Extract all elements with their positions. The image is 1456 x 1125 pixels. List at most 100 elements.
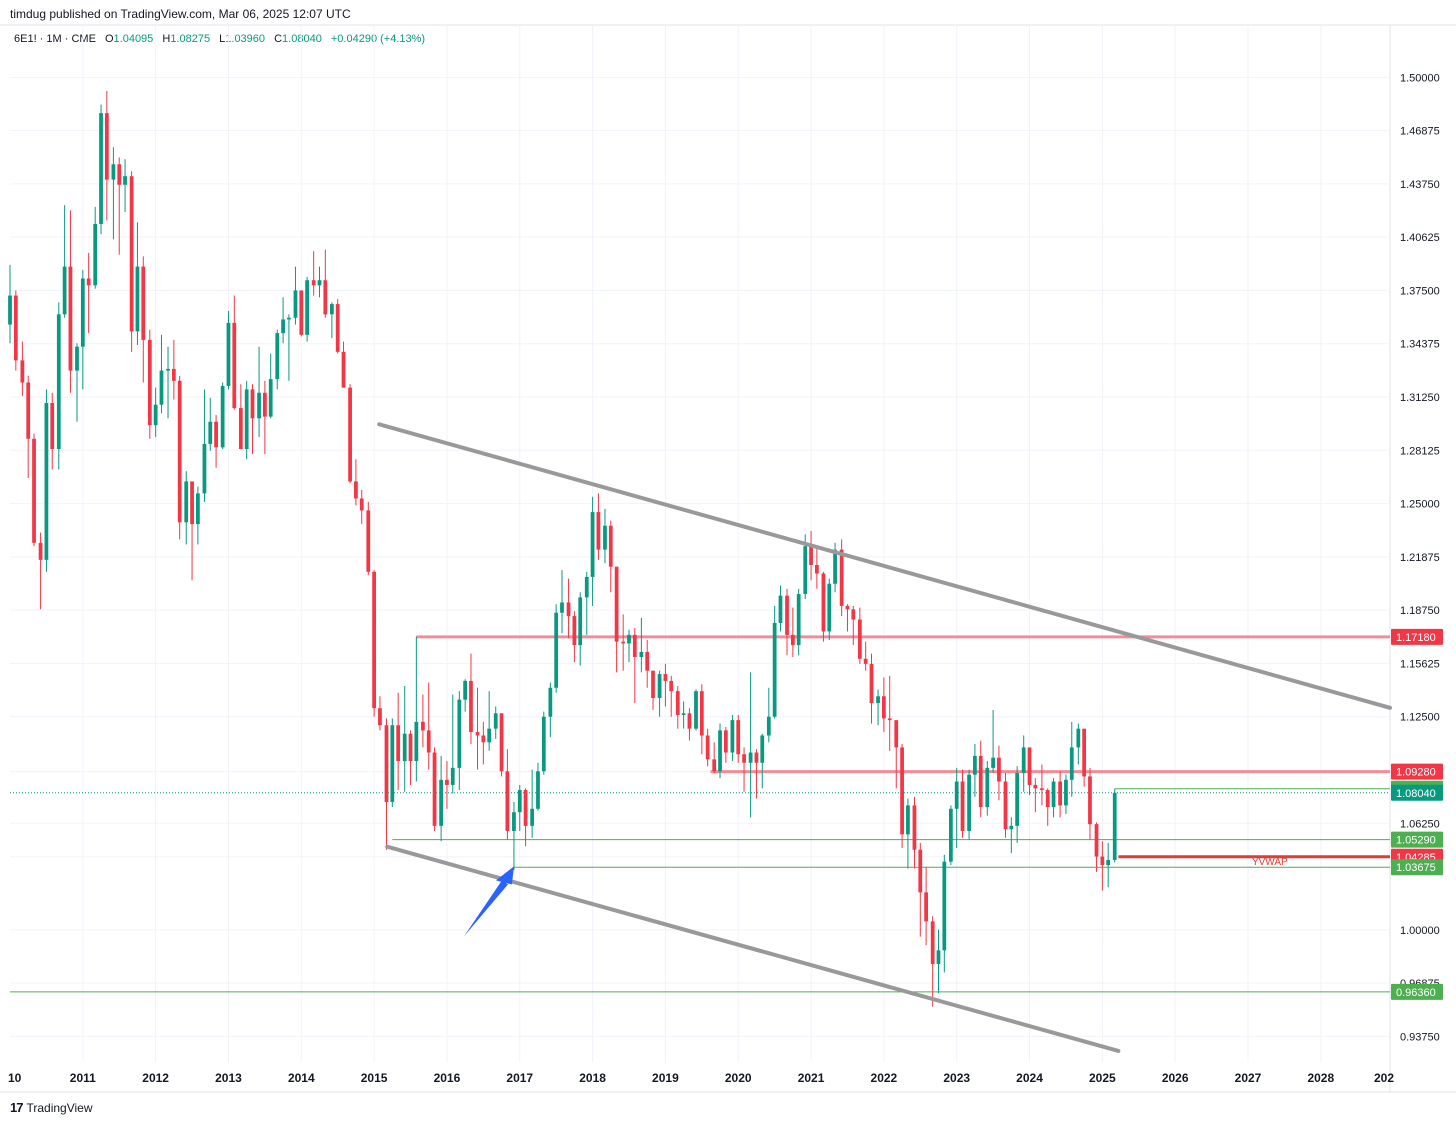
candle-body (414, 721, 419, 762)
candle-body (214, 421, 218, 448)
candle-body (627, 634, 631, 644)
candle-body (129, 176, 134, 332)
candle-body (299, 290, 304, 335)
text-annotations: YVWAP (1252, 857, 1288, 868)
candle-body (505, 771, 510, 831)
candle-body (275, 333, 280, 380)
candle-body (487, 728, 492, 743)
tv-logo-text: TradingView (26, 1100, 93, 1115)
candle-body (348, 387, 352, 482)
candle-body (469, 680, 473, 733)
candle-body (978, 755, 983, 808)
candle-body (554, 612, 559, 688)
candle-body (50, 402, 55, 450)
candle-body (62, 266, 67, 315)
candle-body (523, 790, 528, 826)
arrow-head-icon (495, 866, 514, 885)
candle-body (457, 699, 462, 768)
y-tick-label: 1.31250 (1400, 392, 1440, 404)
candle-body (560, 602, 564, 613)
candle-body (857, 619, 862, 659)
candle-body (712, 759, 717, 772)
gridlines (0, 24, 1456, 1093)
candle-body (202, 443, 207, 494)
candle-body (572, 616, 577, 646)
y-tick-label: 1.50000 (1400, 72, 1440, 84)
x-tick-label: 2028 (1307, 1071, 1334, 1085)
candle-body (796, 593, 801, 646)
candle-body (705, 735, 710, 760)
candle-body (997, 757, 1001, 782)
candle-body (694, 691, 698, 729)
candle-body (493, 713, 498, 729)
y-tick-label: 0.93750 (1400, 1031, 1440, 1043)
open-key: O (104, 33, 114, 45)
symbol-label[interactable]: 6E1! · 1M · CME (14, 33, 96, 45)
candle-body (190, 481, 194, 525)
y-tick-label: 1.12500 (1400, 712, 1440, 724)
candle-body (881, 696, 886, 719)
candle-body (1112, 792, 1117, 860)
candle-body (754, 752, 759, 763)
channel-line (377, 422, 1392, 710)
candle-body (699, 691, 704, 736)
price-tag-label: 0.96360 (1396, 987, 1436, 999)
candle-body (171, 368, 176, 381)
candle-body (1027, 747, 1032, 785)
candle-body (894, 720, 899, 748)
candle-body (1064, 779, 1068, 806)
candle-body (8, 295, 12, 325)
candle-body (305, 280, 309, 335)
candle-body (396, 725, 401, 762)
candle-body (147, 339, 152, 426)
candle-body (900, 747, 904, 835)
candle-body (1076, 728, 1081, 748)
x-tick-label: 2017 (506, 1071, 533, 1085)
candle-body (26, 382, 31, 439)
candle-body (384, 725, 389, 802)
publish-info: timdug published on TradingView.com, Mar… (10, 7, 351, 21)
x-tick-label: 2023 (943, 1071, 970, 1085)
candle-body (38, 542, 43, 560)
high-key: H (162, 33, 171, 45)
candle-body (851, 609, 856, 620)
candle-body (790, 634, 795, 646)
change-value: +0.04290 (+4.13%) (330, 33, 426, 45)
x-tick-label: 2016 (434, 1071, 461, 1085)
candle-body (335, 304, 340, 352)
candle-body (250, 389, 255, 419)
tradingview-logo[interactable]: 17 TradingView (10, 1100, 93, 1115)
candle-body (730, 720, 735, 753)
candle-body (196, 493, 200, 525)
candle-body (614, 566, 619, 642)
candle-body (104, 113, 109, 180)
candle-body (821, 573, 826, 632)
candle-body (778, 595, 783, 623)
candle-body (1088, 776, 1092, 825)
candle-body (530, 808, 535, 826)
candle-body (596, 512, 601, 550)
candle-body (86, 278, 91, 286)
candle-body (68, 266, 73, 371)
candle-body (863, 658, 868, 664)
candle-body (372, 571, 376, 709)
candle-body (311, 280, 316, 286)
x-tick-label: 2015 (361, 1071, 388, 1085)
candle-body (257, 392, 261, 419)
y-tick-label: 1.00000 (1400, 925, 1440, 937)
level-lines (10, 635, 1390, 993)
candle-body (432, 752, 437, 826)
candle-body (887, 718, 892, 721)
x-tick-label: 2020 (725, 1071, 752, 1085)
tv-logo-icon: 17 (10, 1100, 24, 1115)
candle-body (238, 408, 243, 450)
candle-body (226, 322, 231, 386)
candle-body (803, 546, 808, 594)
candle-body (317, 280, 322, 286)
candle-body (663, 674, 668, 681)
candle-body (499, 713, 504, 772)
close-key: C (274, 33, 283, 45)
candle-body (785, 595, 789, 635)
